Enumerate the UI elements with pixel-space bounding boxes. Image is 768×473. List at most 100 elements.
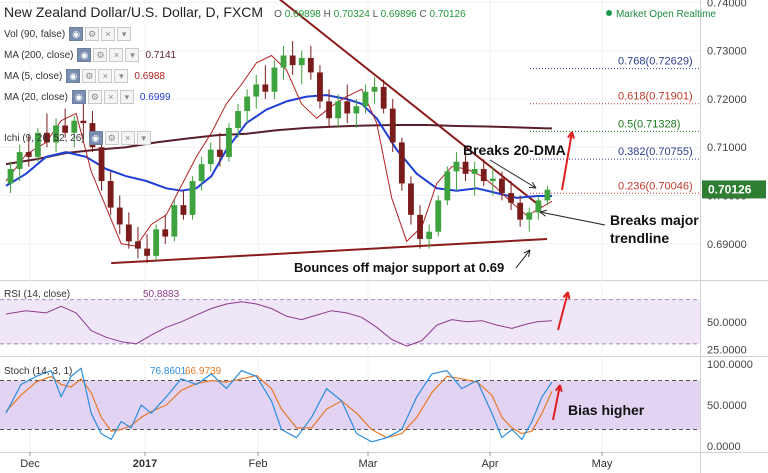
candle-body	[408, 183, 414, 215]
indicator-ma200[interactable]: MA (200, close) ◉ ⚙ × ▾ 0.7141	[4, 48, 177, 62]
more-icon[interactable]: ▾	[114, 69, 129, 83]
candle-body	[444, 171, 451, 201]
candle-body	[335, 101, 342, 119]
price-tick-label: 0.69000	[707, 239, 747, 251]
stoch-label: Stoch (14, 3, 1)	[4, 366, 72, 377]
indicator-ma5[interactable]: MA (5, close) ◉ ⚙ × ▾ 0.6988	[4, 69, 165, 83]
settings-icon[interactable]: ⚙	[82, 69, 97, 83]
candle-body	[535, 200, 542, 213]
candle-body	[34, 132, 41, 157]
candle-body	[544, 189, 551, 201]
candle-body	[317, 72, 323, 102]
descending-trendline	[278, 0, 543, 209]
candle-body	[71, 120, 78, 133]
annotation-breaks-trendline: Breaks major	[610, 212, 699, 228]
close-icon[interactable]: ×	[98, 69, 113, 83]
status-dot-icon	[605, 10, 612, 16]
candle-body	[144, 248, 150, 256]
stoch-tick-label: 100.0000	[707, 359, 753, 371]
x-tick-label: 2017	[133, 458, 157, 470]
candle-body	[453, 161, 460, 172]
candle-body	[362, 91, 369, 107]
candle-body	[153, 229, 160, 256]
eye-icon[interactable]: ◉	[69, 27, 84, 41]
candle-body	[271, 67, 278, 92]
stoch-d-value: 66.9739	[185, 366, 222, 377]
x-tick-label: Feb	[249, 458, 268, 470]
candle-body	[125, 224, 132, 242]
close-icon[interactable]: ×	[101, 27, 116, 41]
more-icon[interactable]: ▾	[125, 48, 140, 62]
eye-icon[interactable]: ◉	[88, 131, 103, 145]
stoch-tick-label: 50.0000	[707, 400, 747, 412]
candle-body	[489, 178, 496, 182]
candle-body	[389, 108, 396, 143]
more-icon[interactable]: ▾	[119, 90, 134, 104]
arrow-breaks-20dma	[489, 159, 537, 189]
rsi-label: RSI (14, close)	[4, 289, 70, 300]
candle-body	[417, 214, 423, 239]
last-price-label: 0.70126	[708, 182, 752, 196]
more-icon[interactable]: ▾	[136, 131, 151, 145]
rsi-tick-label: 50.0000	[707, 317, 747, 329]
annotation-breaks-20dma: Breaks 20-DMA	[463, 142, 566, 158]
x-tick-label: May	[592, 458, 613, 470]
fib-level-label: 0.382(0.70755)	[618, 146, 693, 158]
candle-body	[180, 205, 187, 215]
candle-body	[98, 147, 105, 182]
ma20-value: 0.6999	[139, 91, 171, 103]
ma5-value: 0.6988	[134, 70, 165, 82]
chart-header: New Zealand Dollar/U.S. Dollar, D, FXCM …	[4, 4, 466, 20]
candle-body	[371, 86, 378, 92]
arrow-breaks-trendline-head	[539, 209, 547, 217]
candle-body	[171, 205, 178, 237]
market-status: Market Open Realtime	[605, 9, 716, 20]
x-tick-label: Dec	[20, 458, 40, 470]
ohlc-low: 0.69896	[380, 9, 417, 20]
ma200-value: 0.7141	[145, 49, 177, 61]
candle-body	[7, 168, 14, 184]
rsi-value: 50.8883	[143, 289, 180, 300]
arrow-up-rsi	[557, 291, 569, 331]
indicator-ma20[interactable]: MA (20, close) ◉ ⚙ × ▾ 0.6999	[4, 90, 171, 104]
arrow-up-price-head	[567, 131, 575, 140]
settings-icon[interactable]: ⚙	[85, 27, 100, 41]
rsi-band	[0, 299, 700, 344]
stoch-k-line	[5, 367, 553, 443]
candle-body	[471, 168, 478, 174]
candle-body	[80, 120, 87, 124]
stoch-k-value: 76.8601	[150, 366, 187, 377]
candle-body	[162, 229, 169, 237]
close-icon[interactable]: ×	[109, 48, 124, 62]
settings-icon[interactable]: ⚙	[104, 131, 119, 145]
indicator-vol[interactable]: Vol (90, false) ◉ ⚙ × ▾	[4, 27, 133, 41]
eye-icon[interactable]: ◉	[66, 69, 81, 83]
price-tick-label: 0.73000	[707, 46, 747, 58]
settings-icon[interactable]: ⚙	[87, 90, 102, 104]
arrow-bounces-head	[523, 249, 531, 257]
candle-body	[435, 200, 442, 232]
more-icon[interactable]: ▾	[117, 27, 132, 41]
chart-title: New Zealand Dollar/U.S. Dollar, D, FXCM	[4, 4, 264, 20]
eye-icon[interactable]: ◉	[71, 90, 86, 104]
arrow-up-stoch	[552, 384, 561, 421]
candle-body	[44, 132, 50, 143]
last-price-tag	[702, 180, 766, 199]
close-icon[interactable]: ×	[103, 90, 118, 104]
candle-body	[508, 193, 514, 203]
eye-icon[interactable]: ◉	[77, 48, 92, 62]
settings-icon[interactable]: ⚙	[93, 48, 108, 62]
x-tick-label: Apr	[481, 458, 498, 470]
candle-body	[462, 161, 469, 174]
close-icon[interactable]: ×	[120, 131, 135, 145]
arrow-breaks-20dma-head	[528, 181, 537, 189]
candle-body	[298, 57, 305, 66]
indicator-ichimoku[interactable]: Ichi (9, 26, 52, 26) ◉ ⚙ × ▾	[4, 131, 153, 145]
annotation-bias: Bias higher	[568, 402, 645, 418]
rsi-line	[5, 301, 553, 347]
candle-body	[517, 202, 524, 220]
candle-body	[107, 181, 114, 208]
candle-body	[16, 152, 23, 169]
candle-body	[326, 101, 332, 119]
